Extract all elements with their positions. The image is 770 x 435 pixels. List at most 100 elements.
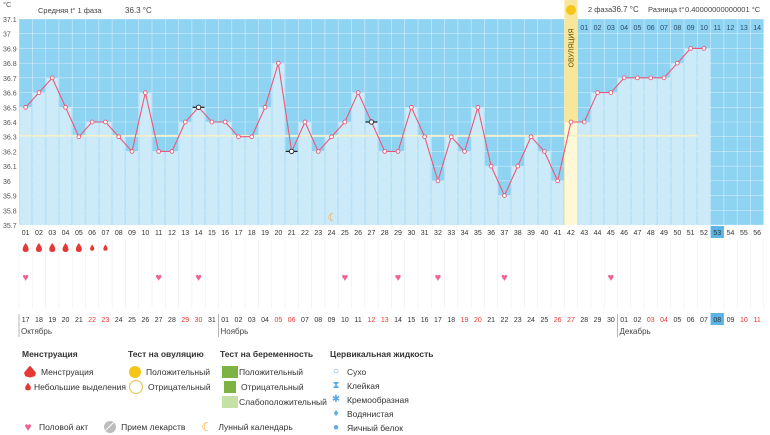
temperature-point	[129, 149, 135, 154]
date-label: 12	[368, 317, 376, 324]
temperature-bar	[564, 122, 577, 225]
date-label: 04	[660, 317, 668, 324]
temperature-point	[342, 119, 348, 125]
temperature-bar	[618, 77, 631, 225]
date-label: 24	[527, 317, 535, 324]
y-tick-label: 36.7	[3, 76, 17, 83]
y-tick-label: 36.3	[3, 135, 17, 142]
temperature-bar	[179, 122, 192, 225]
temperature-point	[422, 134, 427, 140]
phase1-value: 36.3 °C	[125, 6, 152, 15]
temperature-bar	[671, 63, 684, 226]
date-label: 26	[141, 317, 149, 324]
cycle-day-label: 07	[102, 230, 110, 237]
cycle-day-label: 48	[647, 230, 655, 237]
temperature-bar	[431, 180, 444, 225]
cycle-day-label: 46	[620, 230, 628, 237]
top-day-label: 11	[714, 25, 721, 32]
ovulation-label: ОВУЛЯЦИЯ	[568, 28, 575, 67]
cycle-day-label: 18	[248, 230, 256, 237]
temperature-bar	[644, 77, 657, 225]
temperature-point	[648, 75, 654, 81]
temperature-point	[448, 134, 454, 140]
cycle-day-label: 02	[35, 230, 43, 237]
date-label: 03	[248, 317, 256, 324]
blood-drop-icon	[22, 243, 29, 252]
temperature-bar	[658, 77, 671, 225]
cycle-day-label: 30	[407, 230, 415, 237]
temperature-bar	[697, 48, 710, 225]
y-tick-label: 36.6	[3, 91, 17, 98]
cycle-day-label: 40	[540, 230, 548, 237]
temperature-bar	[591, 92, 604, 225]
date-label: 08	[713, 317, 721, 324]
top-day-label: 07	[660, 25, 668, 32]
temperature-point	[488, 163, 494, 169]
cycle-day-label: 55	[740, 230, 748, 237]
temperature-point	[169, 149, 175, 154]
temperature-bar	[126, 151, 139, 225]
cycle-day-label: 29	[394, 230, 402, 237]
temperature-point	[315, 149, 321, 154]
temperature-point	[23, 104, 28, 110]
cycle-day-label: 44	[594, 230, 602, 237]
diff-label: Разница t°	[648, 5, 684, 14]
date-label: 19	[461, 317, 469, 324]
date-label: 07	[301, 317, 309, 324]
temperature-chart-svg: 37.1 37 36.9 36.8 36.7 36.6 36.5 36.4 36.3 36.2 36…	[3, 0, 765, 337]
y-tick-label: 35.9	[3, 194, 17, 201]
blood-drop-icon	[24, 365, 36, 378]
cycle-day-label: 19	[261, 230, 269, 237]
legend-label: Менструация	[41, 366, 94, 377]
date-label: 14	[394, 317, 402, 324]
blood-drop-icon	[62, 243, 69, 252]
temperature-bar	[418, 136, 431, 225]
date-label: 30	[607, 317, 615, 324]
temperature-bar	[32, 92, 45, 225]
y-tick-label: 37	[3, 32, 11, 39]
temperature-point	[382, 149, 388, 154]
top-day-label: 05	[634, 25, 642, 32]
cycle-day-label: 50	[673, 230, 681, 237]
date-label: 02	[235, 317, 243, 324]
month-label: Ноябрь	[221, 327, 249, 336]
temperature-bar	[578, 122, 591, 225]
temperature-point	[528, 134, 534, 140]
date-label: 04	[261, 317, 269, 324]
date-label: 17	[434, 317, 442, 324]
temperature-point	[329, 134, 334, 140]
cycle-day-label: 12	[168, 230, 176, 237]
diff-value: 0.40000000000001 °C	[685, 5, 761, 14]
empty-circle-icon	[129, 379, 143, 394]
cycle-day-label: 21	[288, 230, 296, 237]
date-label: 13	[381, 317, 389, 324]
legend-title: Цервикальная жидкость	[330, 349, 434, 359]
temperature-point	[222, 119, 228, 125]
temperature-point	[302, 119, 308, 125]
legend-item: Положительный	[220, 365, 327, 378]
blood-drop-icon	[90, 244, 95, 251]
temperature-bar	[458, 151, 471, 225]
cycle-day-label: 53	[713, 230, 721, 237]
sun-icon	[129, 365, 141, 378]
legend-bottom: ♥ Половой акт Прием лекарств ☾ Лунный кале…	[22, 420, 293, 435]
temperature-bar	[525, 136, 538, 225]
date-label: 21	[75, 317, 83, 324]
temperature-point	[502, 193, 507, 198]
open-marker	[195, 104, 202, 110]
cycle-day-label: 22	[301, 230, 309, 237]
legend-item: ✱ Кремообразная	[330, 393, 433, 406]
cycle-day-label: 36	[487, 230, 495, 237]
temperature-point	[462, 149, 467, 154]
heart-icon: ♥	[501, 272, 508, 284]
temperature-bar	[471, 107, 484, 225]
small-drop-icon	[25, 382, 31, 391]
temperature-point	[49, 75, 55, 81]
egg-white-icon: ●	[332, 421, 340, 433]
y-tick-label: 36	[3, 179, 11, 186]
temperature-bar	[59, 107, 72, 225]
temperature-point	[249, 134, 255, 140]
temperature-point	[262, 104, 268, 110]
phase1-label: Средняя t° 1 фаза	[38, 6, 102, 15]
blood-drop-icon	[49, 243, 56, 252]
